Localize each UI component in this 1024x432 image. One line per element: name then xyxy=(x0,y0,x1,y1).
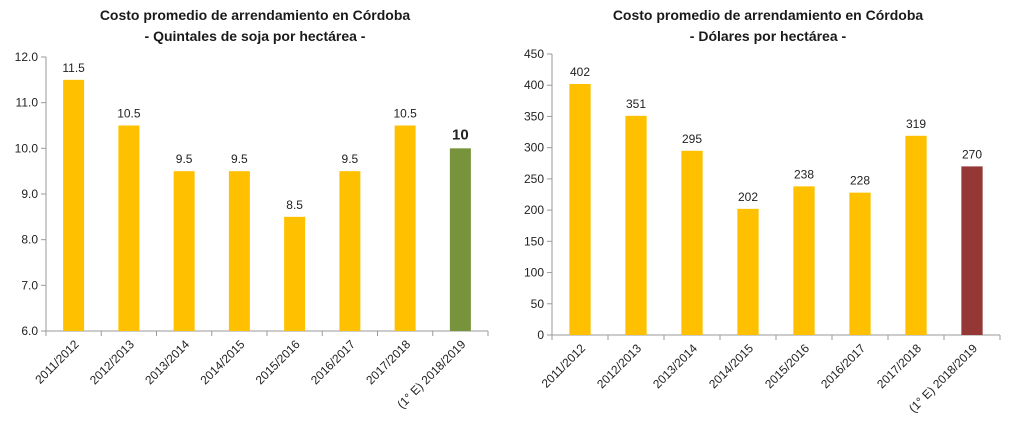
bar xyxy=(173,171,195,331)
y-tick-label: 250 xyxy=(524,172,544,186)
chart-arrendamiento-quintales: Costo promedio de arrendamiento en Córdo… xyxy=(0,0,510,432)
bar xyxy=(681,150,703,335)
x-category-label: 2014/2015 xyxy=(197,337,247,387)
y-tick-label: 150 xyxy=(524,234,544,248)
y-tick-label: 8.0 xyxy=(21,233,38,247)
data-label: 9.5 xyxy=(176,152,193,166)
data-label: 270 xyxy=(962,147,982,161)
y-tick-label: 10.0 xyxy=(15,141,39,155)
x-category-label: 2011/2012 xyxy=(539,341,589,391)
x-category-label: 2016/2017 xyxy=(818,341,868,391)
bar-chart-quintales: 6.0 7.0 8.0 9.0 10.0 11.0 12.0 11.5 2011/2012 10.… xyxy=(15,50,489,411)
bar xyxy=(961,166,983,335)
chart-arrendamiento-dolares: Costo promedio de arrendamiento en Córdo… xyxy=(512,0,1024,432)
data-label: 238 xyxy=(794,167,814,181)
data-label: 8.5 xyxy=(286,198,303,212)
data-label: 202 xyxy=(738,190,758,204)
bar xyxy=(228,171,250,331)
chart-title: Costo promedio de arrendamiento en Córdo… xyxy=(612,7,924,23)
data-label: 11.5 xyxy=(62,61,85,75)
x-category-label: 2017/2018 xyxy=(874,341,924,391)
x-category-label: 2013/2014 xyxy=(650,341,700,391)
bar xyxy=(625,115,647,335)
data-label: 10.5 xyxy=(393,107,417,121)
x-category-label: 2014/2015 xyxy=(706,341,756,391)
bar xyxy=(339,171,361,331)
y-tick-label: 200 xyxy=(524,203,544,217)
bar xyxy=(449,148,471,331)
bar xyxy=(63,79,85,331)
data-label: 295 xyxy=(682,132,702,146)
y-tick-label: 50 xyxy=(531,297,545,311)
x-category-label: 2015/2016 xyxy=(253,337,303,387)
bar xyxy=(793,186,815,335)
bar xyxy=(394,125,416,331)
y-tick-label: 300 xyxy=(524,141,544,155)
y-tick-label: 100 xyxy=(524,266,544,280)
y-tick-label: 11.0 xyxy=(16,96,39,110)
x-category-label: 2016/2017 xyxy=(308,337,358,387)
bar xyxy=(118,125,140,331)
data-label: 351 xyxy=(626,97,646,111)
chart-subtitle: - Quintales de soja por hectárea - xyxy=(144,28,366,44)
x-category-label: 2017/2018 xyxy=(363,337,413,387)
x-category-label: 2015/2016 xyxy=(762,341,812,391)
data-label: 10.5 xyxy=(117,107,141,121)
y-tick-label: 0 xyxy=(537,328,544,342)
y-tick-label: 9.0 xyxy=(21,187,38,201)
x-category-label: 2012/2013 xyxy=(87,337,137,387)
x-category-label: 2013/2014 xyxy=(142,337,192,387)
bar-chart-dolares: 0 50 100 150 200 250 300 350 400 450 402 2011/2012 3… xyxy=(524,47,1001,415)
y-tick-label: 12.0 xyxy=(15,50,39,64)
bar xyxy=(905,135,927,335)
data-label: 319 xyxy=(906,117,926,131)
data-label: 402 xyxy=(570,65,590,79)
y-tick-label: 450 xyxy=(524,47,544,61)
bar xyxy=(737,208,759,335)
bar xyxy=(569,83,591,336)
y-tick-label: 7.0 xyxy=(21,278,38,292)
x-category-label: 2011/2012 xyxy=(32,337,82,387)
chart-title: Costo promedio de arrendamiento en Córdo… xyxy=(99,7,411,23)
y-tick-label: 350 xyxy=(524,109,544,123)
data-label: 9.5 xyxy=(231,152,248,166)
y-tick-label: 400 xyxy=(524,78,544,92)
bar xyxy=(849,192,871,335)
data-label: 9.5 xyxy=(342,152,359,166)
chart-subtitle: - Dólares por hectárea - xyxy=(689,28,847,44)
data-label: 10 xyxy=(452,126,469,143)
data-label: 228 xyxy=(850,174,870,188)
bar xyxy=(284,216,306,331)
y-tick-label: 6.0 xyxy=(21,324,38,338)
x-category-label: 2012/2013 xyxy=(594,341,644,391)
